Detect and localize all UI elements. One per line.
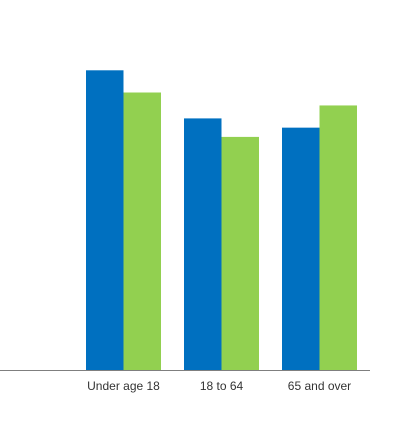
- x-tick-labels: Under age 18 18 to 64 65 and over: [87, 379, 351, 393]
- bar-series1-65-and-over: [282, 127, 320, 371]
- bar-series1-under-age-18: [86, 70, 124, 371]
- x-tick-label: 65 and over: [288, 379, 351, 393]
- bar-series1-18-to-64: [184, 118, 222, 371]
- bar-series2-65-and-over: [319, 105, 357, 370]
- bar-series2-18-to-64: [221, 136, 259, 370]
- x-tick-label: 18 to 64: [200, 379, 244, 393]
- bar-series2-under-age-18: [123, 92, 161, 370]
- bars-layer: [86, 70, 357, 371]
- x-tick-label: Under age 18: [87, 379, 160, 393]
